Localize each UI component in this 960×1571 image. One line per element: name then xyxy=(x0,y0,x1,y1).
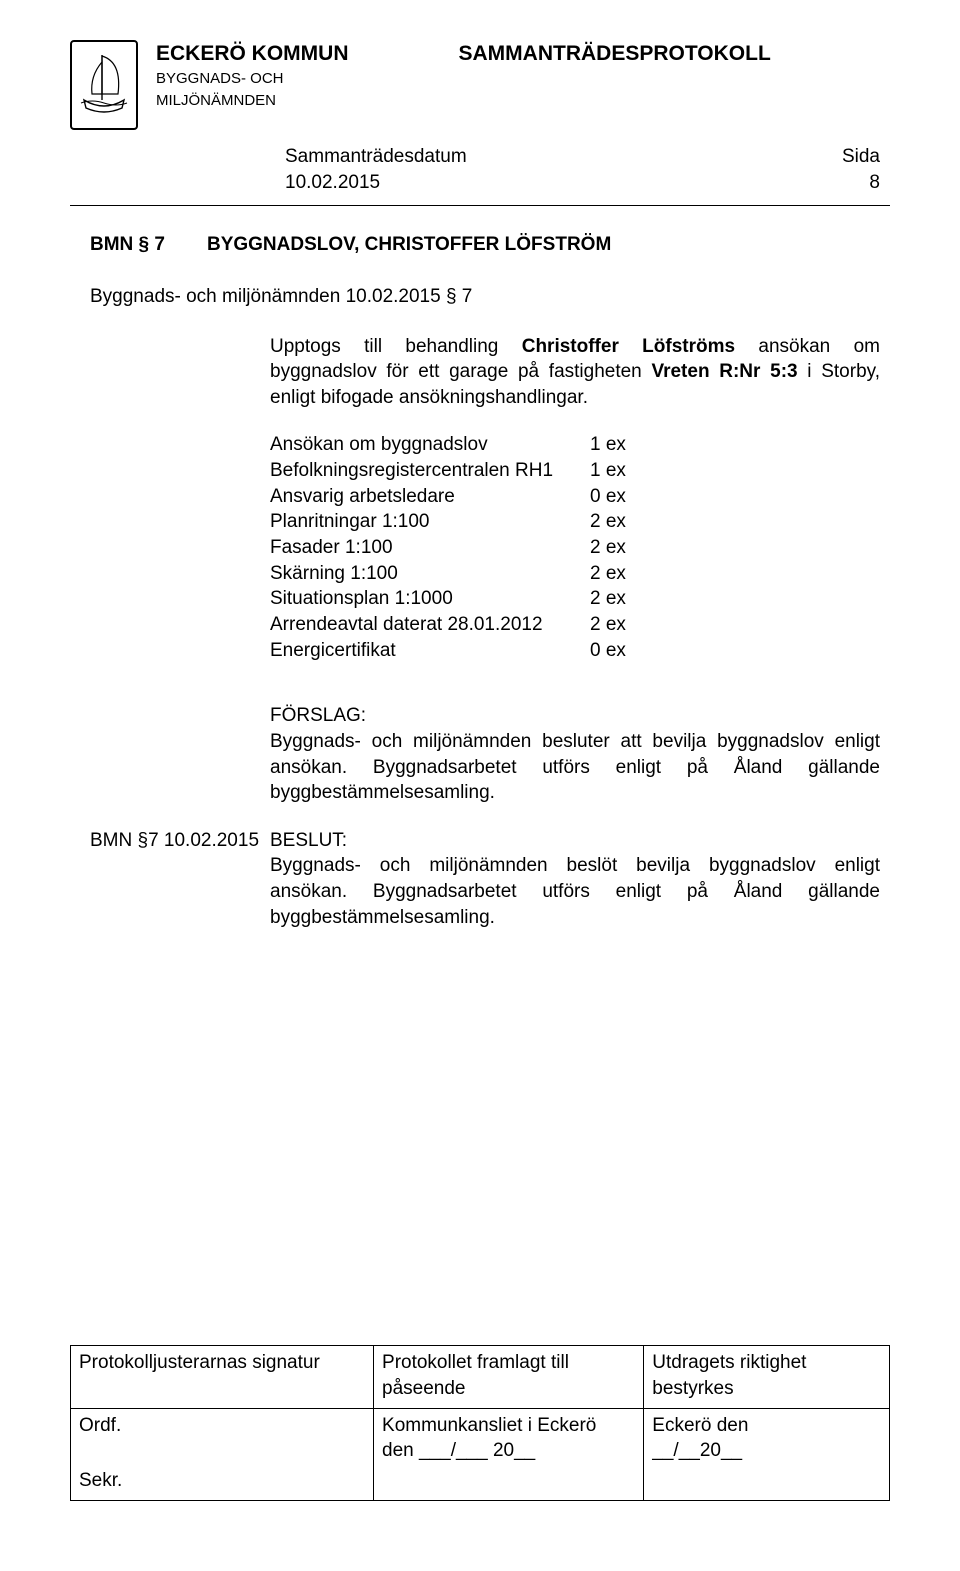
footer-header-row: Protokolljusterarnas signatur Protokolle… xyxy=(71,1346,890,1408)
intake-prop: Vreten R:Nr 5:3 xyxy=(651,361,797,382)
header: ECKERÖ KOMMUN SAMMANTRÄDESPROTOKOLL BYGG… xyxy=(70,40,890,130)
attach-label: Skärning 1:100 xyxy=(270,561,590,587)
body: BMN § 7 BYGGNADSLOV, CHRISTOFFER LÖFSTRÖ… xyxy=(90,232,880,952)
proposal-block: FÖRSLAG: Byggnads- och miljönämnden besl… xyxy=(270,703,880,806)
date-line: __/__20__ xyxy=(652,1438,881,1464)
intake-prefix: Upptogs till behandling xyxy=(270,336,522,357)
bmn-label: BMN § 7 xyxy=(90,232,165,258)
proposal-text: Byggnads- och miljönämnden besluter att … xyxy=(270,729,880,806)
header-text: ECKERÖ KOMMUN SAMMANTRÄDESPROTOKOLL BYGG… xyxy=(156,40,890,110)
attach-qty: 2 ex xyxy=(590,509,626,535)
attach-qty: 1 ex xyxy=(590,458,626,484)
den-line: den ___/___ 20__ xyxy=(382,1438,635,1464)
attach-label: Befolkningsregistercentralen RH1 xyxy=(270,458,590,484)
attach-qty: 0 ex xyxy=(590,484,626,510)
attachments-list: Ansökan om byggnadslov Befolkningsregist… xyxy=(270,432,880,663)
municipal-logo xyxy=(70,40,138,130)
footer-eckero-cell: Eckerö den __/__20__ xyxy=(644,1408,890,1500)
sub-org-line2: MILJÖNÄMNDEN xyxy=(156,91,890,111)
footer-kansli-cell: Kommunkansliet i Eckerö den ___/___ 20__ xyxy=(374,1408,644,1500)
decision-heading: BESLUT: xyxy=(270,828,880,854)
ordf-label: Ordf. xyxy=(79,1413,365,1439)
attachments-labels: Ansökan om byggnadslov Befolkningsregist… xyxy=(270,432,590,663)
meeting-info-row: Sammanträdesdatum 10.02.2015 Sida 8 xyxy=(70,144,890,195)
decision-text: Byggnads- och miljönämnden beslöt bevilj… xyxy=(270,853,880,930)
footer-c3-header: Utdragets riktighet bestyrkes xyxy=(644,1346,890,1408)
decision-left-ref: BMN §7 10.02.2015 xyxy=(90,828,270,854)
attach-label: Arrendeavtal daterat 28.01.2012 xyxy=(270,612,590,638)
attach-label: Fasader 1:100 xyxy=(270,535,590,561)
sekr-label: Sekr. xyxy=(79,1468,365,1494)
section-heading: BMN § 7 BYGGNADSLOV, CHRISTOFFER LÖFSTRÖ… xyxy=(90,232,880,258)
meeting-date-block: Sammanträdesdatum 10.02.2015 xyxy=(285,144,467,195)
attach-label: Ansökan om byggnadslov xyxy=(270,432,590,458)
kansli-label: Kommunkansliet i Eckerö xyxy=(382,1413,635,1439)
footer-c1-header: Protokolljusterarnas signatur xyxy=(71,1346,374,1408)
section-topic: BYGGNADSLOV, CHRISTOFFER LÖFSTRÖM xyxy=(207,232,611,258)
header-rule xyxy=(70,205,890,206)
attach-label: Planritningar 1:100 xyxy=(270,509,590,535)
attach-qty: 0 ex xyxy=(590,638,626,664)
decision-row: BMN §7 10.02.2015 BESLUT: Byggnads- och … xyxy=(90,828,880,953)
page-number: 8 xyxy=(842,170,880,196)
attach-label: Energicertifikat xyxy=(270,638,590,664)
footer-body-row: Ordf. Sekr. Kommunkansliet i Eckerö den … xyxy=(71,1408,890,1500)
attach-qty: 1 ex xyxy=(590,432,626,458)
decision-content: BESLUT: Byggnads- och miljönämnden beslö… xyxy=(270,828,880,953)
meeting-date-label: Sammanträdesdatum xyxy=(285,144,467,170)
eckero-den-label: Eckerö den xyxy=(652,1413,881,1439)
attach-qty: 2 ex xyxy=(590,535,626,561)
page-block: Sida 8 xyxy=(842,144,880,195)
intake-name: Christoffer Löfströms xyxy=(522,336,735,357)
protocol-title: SAMMANTRÄDESPROTOKOLL xyxy=(459,40,771,67)
attach-qty: 2 ex xyxy=(590,586,626,612)
footer-signatures-cell: Ordf. Sekr. xyxy=(71,1408,374,1500)
meeting-date: 10.02.2015 xyxy=(285,170,467,196)
attachments-values: 1 ex 1 ex 0 ex 2 ex 2 ex 2 ex 2 ex 2 ex … xyxy=(590,432,626,663)
footer-c2-header: Protokollet framlagt till påseende xyxy=(374,1346,644,1408)
intake-paragraph: Upptogs till behandling Christoffer Löfs… xyxy=(270,334,880,806)
attach-qty: 2 ex xyxy=(590,612,626,638)
attach-label: Situationsplan 1:1000 xyxy=(270,586,590,612)
attach-label: Ansvarig arbetsledare xyxy=(270,484,590,510)
proposal-heading: FÖRSLAG: xyxy=(270,703,880,729)
page-label: Sida xyxy=(842,144,880,170)
intro-line: Byggnads- och miljönämnden 10.02.2015 § … xyxy=(90,284,880,310)
footer-table: Protokolljusterarnas signatur Protokolle… xyxy=(70,1345,890,1501)
sub-org-line1: BYGGNADS- OCH xyxy=(156,69,890,89)
org-title: ECKERÖ KOMMUN xyxy=(156,40,349,67)
sailboat-icon xyxy=(78,50,130,120)
attach-qty: 2 ex xyxy=(590,561,626,587)
